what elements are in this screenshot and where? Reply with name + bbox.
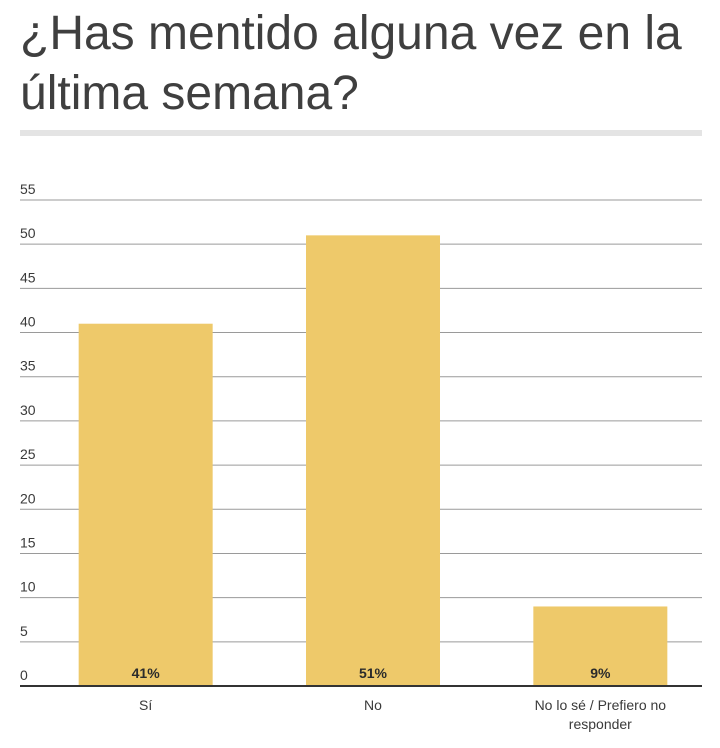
data-labels: 41% 51% 9% [132,665,611,681]
y-tick-label: 30 [20,402,36,418]
data-label: 41% [132,665,161,681]
category-label: Sí [139,697,152,713]
category-label: No [364,697,382,713]
y-tick-label: 35 [20,358,36,374]
y-tick-label: 25 [20,446,36,462]
bar [306,235,440,686]
bar [533,606,668,686]
y-tick-label: 0 [20,667,28,683]
title-divider [20,130,702,136]
bar [78,323,213,686]
y-tick-label: 10 [20,579,36,595]
y-tick-label: 15 [20,534,36,550]
chart-title: ¿Has mentido alguna vez en la última sem… [20,7,682,120]
data-label: 9% [590,665,611,681]
category-label: No lo sé / Prefiero no responder [535,697,667,732]
data-label: 51% [359,665,388,681]
bars [78,235,668,686]
y-axis-ticks: 0 5 10 15 20 25 30 35 40 45 50 55 [20,181,36,683]
y-tick-label: 50 [20,225,36,241]
y-tick-label: 5 [20,623,28,639]
y-tick-label: 20 [20,490,36,506]
y-tick-label: 40 [20,314,36,330]
y-tick-label: 55 [20,181,36,197]
x-axis-categories: Sí No No lo sé / Prefiero no responder [139,697,666,732]
y-tick-label: 45 [20,269,36,285]
